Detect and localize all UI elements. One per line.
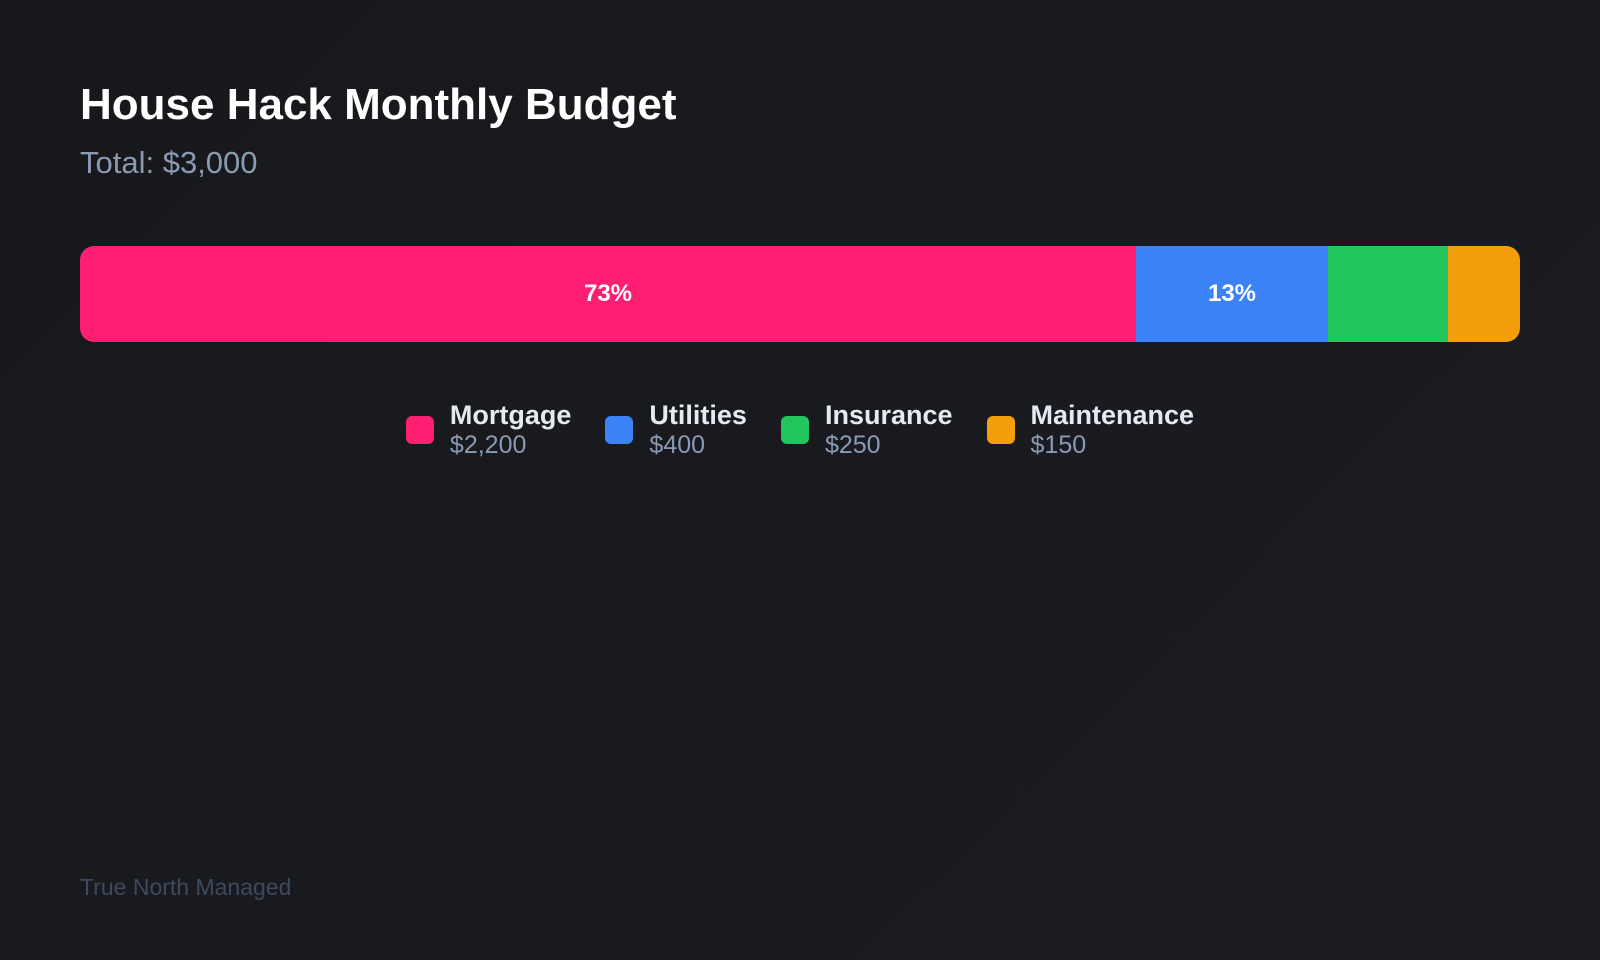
legend: Mortgage $2,200 Utilities $400 Insurance… (0, 400, 1600, 460)
legend-item-utilities: Utilities $400 (605, 400, 747, 460)
legend-label: Utilities (649, 400, 747, 430)
bar-segment-mortgage: 73% (80, 246, 1136, 342)
legend-value: $2,200 (449, 431, 527, 459)
total-subtitle: Total: $3,000 (80, 145, 258, 180)
legend-value: $150 (1030, 431, 1087, 459)
bar-segment-maintenance (1448, 246, 1520, 342)
legend-value: $250 (824, 431, 881, 459)
stacked-bar: 73% 13% (80, 246, 1520, 342)
legend-label: Insurance (824, 400, 953, 430)
legend-label: Maintenance (1030, 400, 1195, 430)
legend-swatch (780, 416, 809, 444)
chart-title: House Hack Monthly Budget (80, 80, 677, 129)
legend-swatch (405, 416, 434, 444)
legend-swatch (986, 416, 1015, 444)
legend-item-maintenance: Maintenance $150 (986, 400, 1195, 460)
legend-item-mortgage: Mortgage $2,200 (405, 400, 572, 460)
legend-label: Mortgage (449, 400, 572, 430)
legend-item-insurance: Insurance $250 (780, 400, 953, 460)
legend-swatch (605, 416, 634, 444)
legend-value: $400 (649, 431, 706, 459)
bar-segment-insurance (1328, 246, 1448, 342)
bar-segment-utilities: 13% (1136, 246, 1328, 342)
footer-brand: True North Managed (80, 874, 292, 900)
segment-label: 13% (1207, 280, 1257, 307)
segment-label: 73% (583, 280, 633, 307)
